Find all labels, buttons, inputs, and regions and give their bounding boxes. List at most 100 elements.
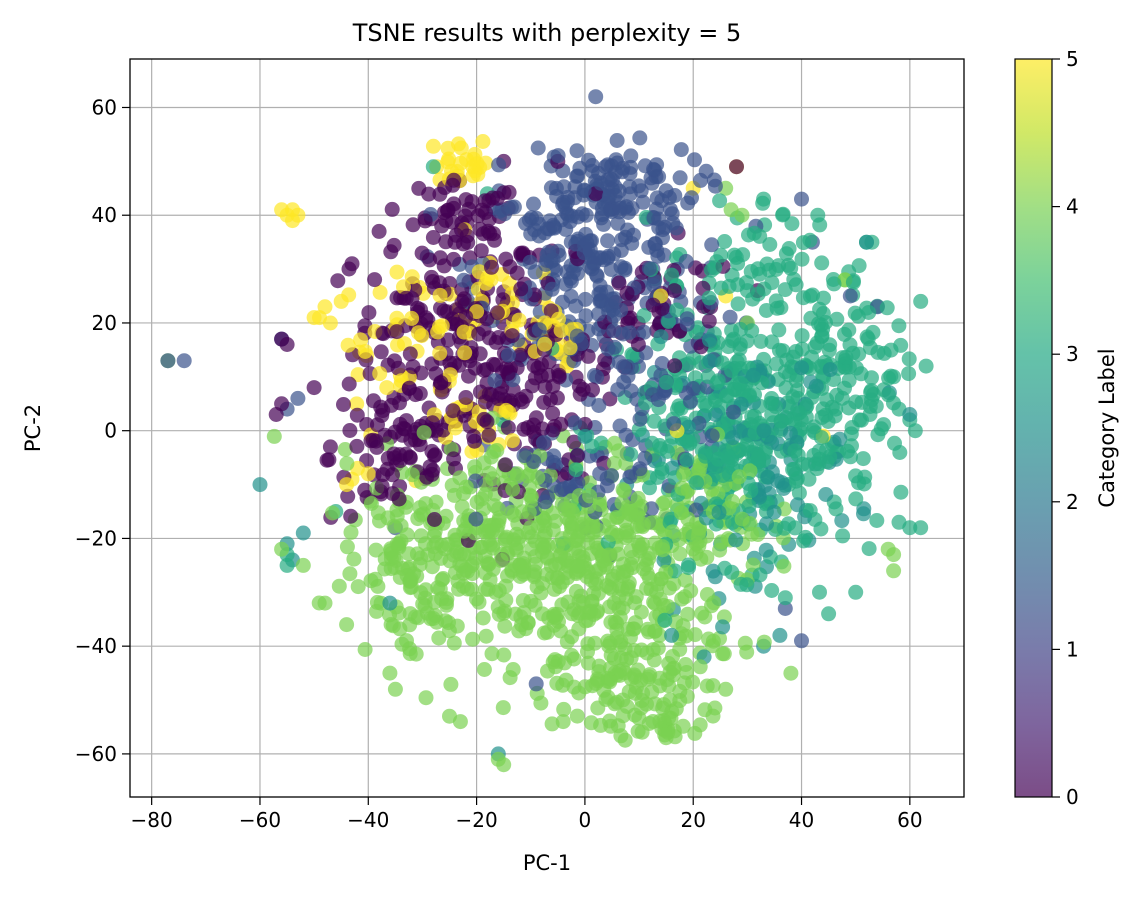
scatter-point-category-5 bbox=[432, 345, 448, 361]
scatter-point-category-4 bbox=[493, 553, 509, 568]
scatter-point-category-0 bbox=[569, 448, 585, 464]
scatter-point-category-3 bbox=[869, 513, 885, 528]
scatter-point-category-2 bbox=[653, 329, 669, 345]
scatter-point-category-1 bbox=[668, 220, 684, 236]
scatter-point-category-0 bbox=[513, 281, 529, 297]
scatter-point-category-4 bbox=[591, 585, 606, 601]
scatter-point-category-3 bbox=[821, 606, 837, 622]
scatter-point-category-3 bbox=[679, 452, 695, 468]
scatter-point-category-4 bbox=[635, 537, 650, 552]
scatter-point-category-4 bbox=[455, 578, 471, 594]
scatter-point-category-4 bbox=[416, 425, 432, 441]
scatter-point-category-0 bbox=[509, 265, 525, 281]
scatter-point-category-4 bbox=[562, 527, 578, 543]
scatter-point-category-4 bbox=[687, 627, 703, 643]
scatter-point-category-4 bbox=[712, 630, 727, 646]
scatter-point-category-3 bbox=[841, 372, 857, 388]
scatter-point-category-3 bbox=[814, 255, 830, 271]
scatter-point-category-0 bbox=[424, 466, 440, 482]
scatter-point-category-3 bbox=[813, 430, 829, 446]
colorbar-title: Category Label bbox=[1095, 348, 1119, 507]
scatter-point-category-4 bbox=[699, 587, 715, 602]
scatter-point-category-2 bbox=[759, 516, 774, 532]
scatter-point-category-4 bbox=[446, 635, 462, 651]
scatter-point-category-4 bbox=[657, 727, 673, 743]
scatter-point-category-4 bbox=[510, 468, 526, 484]
scatter-point-category-4 bbox=[346, 551, 362, 567]
scatter-point-category-3 bbox=[712, 193, 728, 209]
scatter-point-category-4 bbox=[679, 665, 695, 680]
scatter-point-category-4 bbox=[569, 708, 585, 724]
scatter-point-category-4 bbox=[612, 610, 628, 625]
scatter-point-category-3 bbox=[709, 375, 725, 391]
scatter-point-category-0 bbox=[384, 201, 400, 217]
scatter-point-category-0 bbox=[477, 394, 493, 410]
scatter-point-category-0 bbox=[417, 213, 433, 229]
scatter-point-category-4 bbox=[566, 602, 582, 618]
scatter-point-category-4 bbox=[701, 631, 717, 647]
scatter-point-category-0 bbox=[585, 382, 600, 398]
scatter-point-category-4 bbox=[442, 708, 457, 724]
colorbar bbox=[1014, 58, 1053, 798]
scatter-point-category-4 bbox=[569, 558, 585, 574]
scatter-point-category-0 bbox=[440, 202, 456, 218]
y-tick-label: −40 bbox=[75, 634, 117, 658]
scatter-point-category-1 bbox=[655, 230, 670, 246]
scatter-point-category-3 bbox=[845, 274, 861, 290]
scatter-point-category-2 bbox=[680, 419, 696, 435]
scatter-point-category-4 bbox=[504, 504, 520, 520]
scatter-point-category-0 bbox=[471, 326, 487, 342]
scatter-point-category-4 bbox=[615, 692, 631, 708]
scatter-point-category-0 bbox=[432, 186, 448, 202]
scatter-point-category-2 bbox=[702, 353, 718, 369]
scatter-point-category-0 bbox=[426, 448, 442, 464]
scatter-point-category-4 bbox=[497, 531, 513, 547]
scatter-point-category-4 bbox=[490, 599, 506, 615]
scatter-point-category-4 bbox=[656, 697, 672, 713]
scatter-point-category-4 bbox=[676, 467, 692, 483]
scatter-point-category-1 bbox=[523, 226, 539, 242]
scatter-point-category-0 bbox=[433, 300, 448, 316]
scatter-point-category-5 bbox=[404, 310, 420, 326]
scatter-point-category-4 bbox=[589, 671, 605, 687]
scatter-point-category-4 bbox=[692, 659, 708, 675]
scatter-point-category-3 bbox=[646, 413, 662, 429]
scatter-point-category-4 bbox=[547, 581, 562, 597]
scatter-point-category-4 bbox=[489, 443, 505, 458]
scatter-point-category-1 bbox=[632, 411, 648, 427]
scatter-point-category-3 bbox=[841, 322, 857, 338]
plot-area-frame bbox=[129, 58, 965, 798]
scatter-point-category-4 bbox=[399, 527, 415, 543]
scatter-point-category-3 bbox=[701, 290, 717, 306]
scatter-point-category-1 bbox=[643, 501, 659, 517]
scatter-point-category-4 bbox=[680, 606, 696, 622]
scatter-point-category-3 bbox=[918, 358, 934, 374]
scatter-point-category-4 bbox=[592, 496, 608, 512]
scatter-point-category-1 bbox=[578, 308, 594, 324]
scatter-point-category-0 bbox=[361, 305, 377, 321]
scatter-point-category-3 bbox=[844, 438, 859, 454]
scatter-point-category-3 bbox=[689, 475, 704, 491]
scatter-point-category-1 bbox=[468, 511, 484, 527]
scatter-point-category-0 bbox=[489, 190, 505, 206]
scatter-point-category-4 bbox=[413, 550, 429, 566]
colorbar-tick-label: 0 bbox=[1066, 785, 1079, 809]
scatter-point-category-3 bbox=[851, 258, 867, 274]
y-tick-label: −60 bbox=[75, 742, 117, 766]
scatter-point-category-4 bbox=[611, 443, 626, 459]
scatter-point-category-3 bbox=[873, 421, 889, 437]
scatter-point-category-2 bbox=[707, 569, 723, 585]
scatter-point-category-0 bbox=[422, 252, 438, 268]
scatter-point-category-4 bbox=[744, 526, 760, 542]
scatter-point-category-2 bbox=[832, 431, 848, 447]
scatter-point-category-2 bbox=[822, 362, 838, 378]
scatter-point-category-0 bbox=[484, 259, 499, 275]
scatter-point-category-1 bbox=[636, 324, 652, 340]
scatter-point-category-4 bbox=[480, 581, 496, 597]
scatter-point-category-4 bbox=[641, 669, 657, 685]
scatter-point-category-3 bbox=[880, 387, 896, 403]
scatter-point-category-3 bbox=[901, 351, 917, 367]
scatter-point-category-0 bbox=[645, 297, 661, 313]
scatter-point-category-4 bbox=[616, 483, 632, 499]
scatter-point-category-4 bbox=[317, 595, 333, 611]
